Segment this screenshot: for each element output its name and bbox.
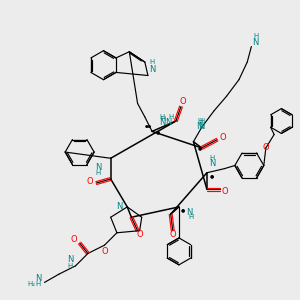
Text: H: H [197,118,202,124]
Text: H₂: H₂ [27,281,35,287]
Text: O: O [180,97,186,106]
Text: H: H [161,116,166,122]
Text: ●: ● [210,173,214,178]
Text: H: H [189,214,194,220]
Text: H: H [160,114,165,120]
Text: O: O [262,143,269,152]
Text: N: N [252,38,259,47]
Text: O: O [70,236,77,244]
Text: N: N [35,274,41,283]
Text: ●: ● [156,129,161,134]
Text: H: H [36,281,41,287]
Text: H: H [96,170,101,176]
Text: N: N [209,159,215,168]
Text: O: O [136,230,143,239]
Text: N: N [67,255,74,264]
Text: N: N [186,208,193,217]
Text: O: O [219,133,226,142]
Text: H: H [209,155,215,161]
Text: N: N [116,202,122,211]
Text: H: H [199,118,204,124]
Text: N: N [149,65,155,74]
Text: N: N [165,118,172,127]
Text: O: O [221,187,228,196]
Text: N: N [95,163,101,172]
Text: O: O [101,247,108,256]
Text: ●●: ●● [144,125,152,129]
Text: H: H [168,114,173,120]
Text: N: N [159,118,166,127]
Text: N: N [196,122,203,131]
Text: H: H [253,33,258,39]
Text: H: H [68,263,73,269]
Text: ●: ● [181,208,185,212]
Text: O: O [169,230,176,239]
Text: N: N [199,122,205,131]
Text: ●: ● [197,146,202,150]
Text: O: O [87,176,93,185]
Text: H: H [149,59,155,65]
